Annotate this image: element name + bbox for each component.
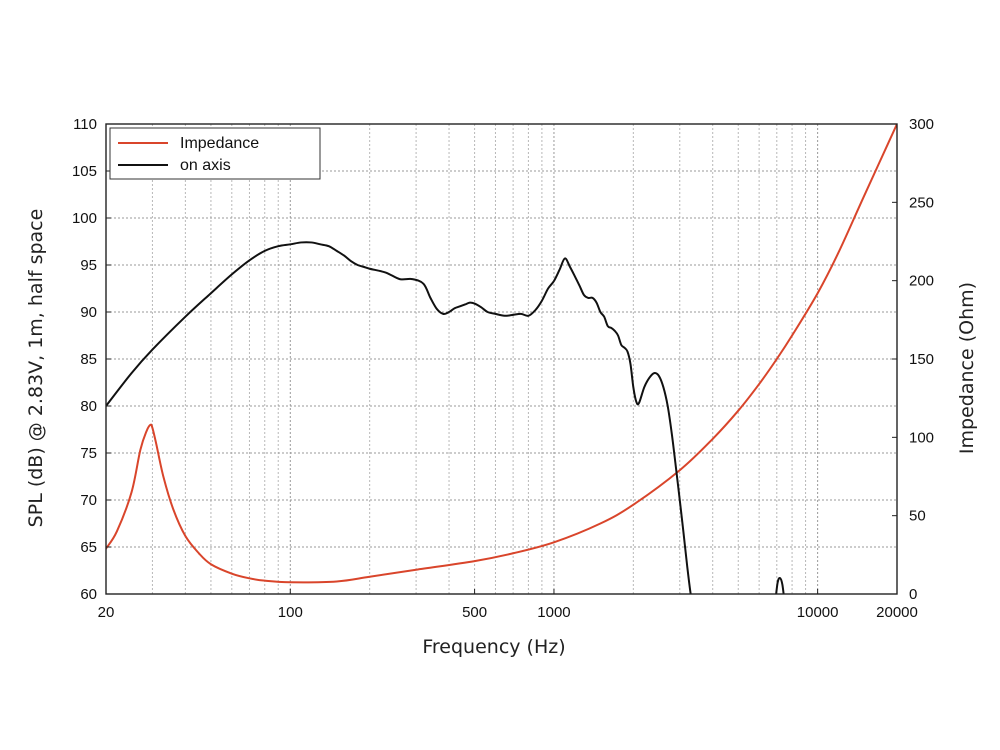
series-line-impedance [106, 124, 897, 584]
legend-box [109, 127, 321, 180]
y-tick-label: 85 [80, 351, 97, 368]
x-tick-label: 1000 [537, 604, 570, 621]
y-tick-label: 60 [80, 586, 97, 603]
y-tick-label: 90 [80, 304, 97, 321]
x-axis-label: Frequency (Hz) [422, 636, 565, 658]
y-tick-label: 95 [80, 257, 97, 274]
y-axis-label: SPL (dB) @ 2.83V, 1m, half space [25, 209, 47, 528]
y-tick-label: 80 [80, 398, 97, 415]
legend-label-impedance: Impedance [180, 135, 259, 152]
grid-lines [106, 124, 897, 594]
y-tick-label: 70 [80, 492, 97, 509]
x-tick-label: 100 [278, 604, 303, 621]
y-tick-label: 75 [80, 445, 97, 462]
series-line-on-axis-segment-1 [106, 241, 692, 594]
x-tick-label: 500 [462, 604, 487, 621]
y2-tick-label: 250 [909, 194, 934, 211]
y-tick-label: 110 [73, 116, 97, 133]
y2-tick-label: 100 [909, 429, 934, 446]
y2-tick-label: 300 [909, 116, 934, 133]
y2-tick-label: 50 [909, 508, 926, 525]
y-tick-label: 65 [80, 539, 97, 556]
x-tick-label: 20000 [876, 604, 918, 621]
legend: Impedance on axis [109, 127, 321, 180]
y-tick-label: 100 [72, 210, 97, 227]
y2-tick-label: 150 [909, 351, 934, 368]
y-tick-label: 105 [72, 163, 97, 180]
legend-label-on-axis: on axis [180, 157, 231, 174]
y2-tick-label: 0 [909, 586, 917, 603]
tick-labels: 60 65 70 75 80 85 90 95 100 105 110 0 50 100 150 200 250… [72, 116, 934, 621]
y2-tick-label: 200 [909, 273, 934, 290]
y2-axis-label: Impedance (Ohm) [956, 282, 978, 454]
x-tick-label: 10000 [797, 604, 839, 621]
series-line-on-axis-segment-2 [775, 576, 785, 594]
data-curves [106, 124, 897, 594]
x-tick-label: 20 [98, 604, 115, 621]
